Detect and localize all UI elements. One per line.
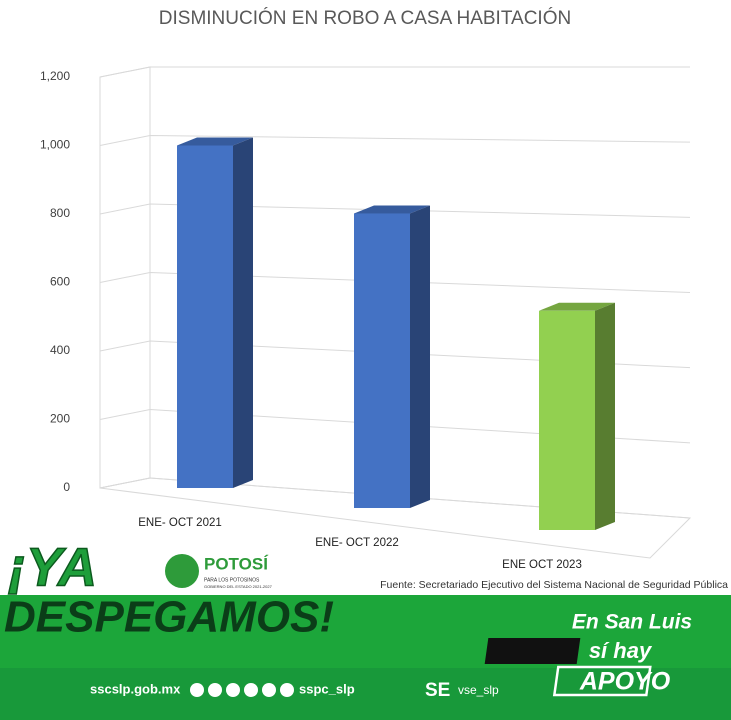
icon xyxy=(226,683,240,697)
se-handle: vse_slp xyxy=(458,683,499,697)
bar-side xyxy=(410,205,430,508)
grid-line xyxy=(99,340,691,369)
logo: POTOSÍ xyxy=(204,554,269,573)
slogan-3: APOYO xyxy=(579,668,671,696)
x-tick-label: ENE- OCT 2022 xyxy=(315,537,399,549)
y-tick-label: 0 xyxy=(63,480,70,494)
slogan-box xyxy=(484,638,581,664)
grid-line xyxy=(99,271,691,293)
x-tick-label: ENE OCT 2023 xyxy=(502,559,582,571)
grid-line xyxy=(99,477,691,519)
bar xyxy=(539,310,595,530)
grid-line xyxy=(99,408,691,444)
y-tick-label: 800 xyxy=(50,206,70,220)
slogan-frame xyxy=(552,665,652,697)
headline-bottom: DESPEGAMOS! xyxy=(4,593,334,642)
grid-line xyxy=(99,134,691,146)
slogan-2: sí hay xyxy=(589,638,653,663)
bar xyxy=(354,213,410,508)
handle: sspc_slp xyxy=(299,681,355,696)
y-tick-label: 1,000 xyxy=(40,138,70,152)
logo-sub: PARA LOS POTOSINOS xyxy=(204,577,260,583)
headline-top: ¡YA xyxy=(8,537,97,597)
bar xyxy=(177,145,233,488)
icon xyxy=(280,683,294,697)
logo-icon xyxy=(165,554,199,588)
se-logo: SE xyxy=(425,680,450,701)
icon xyxy=(190,683,204,697)
bar-top xyxy=(354,205,430,214)
y-tick-label: 400 xyxy=(50,343,70,357)
bar-top xyxy=(177,137,253,146)
bar-top xyxy=(539,302,615,311)
y-tick-label: 1,200 xyxy=(40,69,70,83)
y-tick-label: 600 xyxy=(50,275,70,289)
plot: 0 200 400 600 800 1,000 1,200 ENE- OCT 2021 ENE-… xyxy=(40,66,692,571)
icon xyxy=(244,683,258,697)
x-tick-label: ENE- OCT 2021 xyxy=(138,517,222,529)
social-icons xyxy=(190,683,294,697)
slogan-1: En San Luis xyxy=(572,611,692,634)
y-tick-label: 200 xyxy=(50,412,70,426)
website: sscslp.gob.mx xyxy=(90,681,181,696)
grid-line xyxy=(99,203,691,218)
bar-side xyxy=(233,137,253,488)
source: Fuente: Secretariado Ejecutivo del Siste… xyxy=(380,579,728,591)
grid-line xyxy=(99,66,690,78)
logo-sub2: GOBIERNO DEL ESTADO 2021-2027 xyxy=(204,584,273,589)
icon xyxy=(208,683,222,697)
chart-title: DISMINUCIÓN EN ROBO A CASA HABITACIÓN xyxy=(159,7,571,29)
bar-side xyxy=(595,302,615,530)
icon xyxy=(262,683,276,697)
